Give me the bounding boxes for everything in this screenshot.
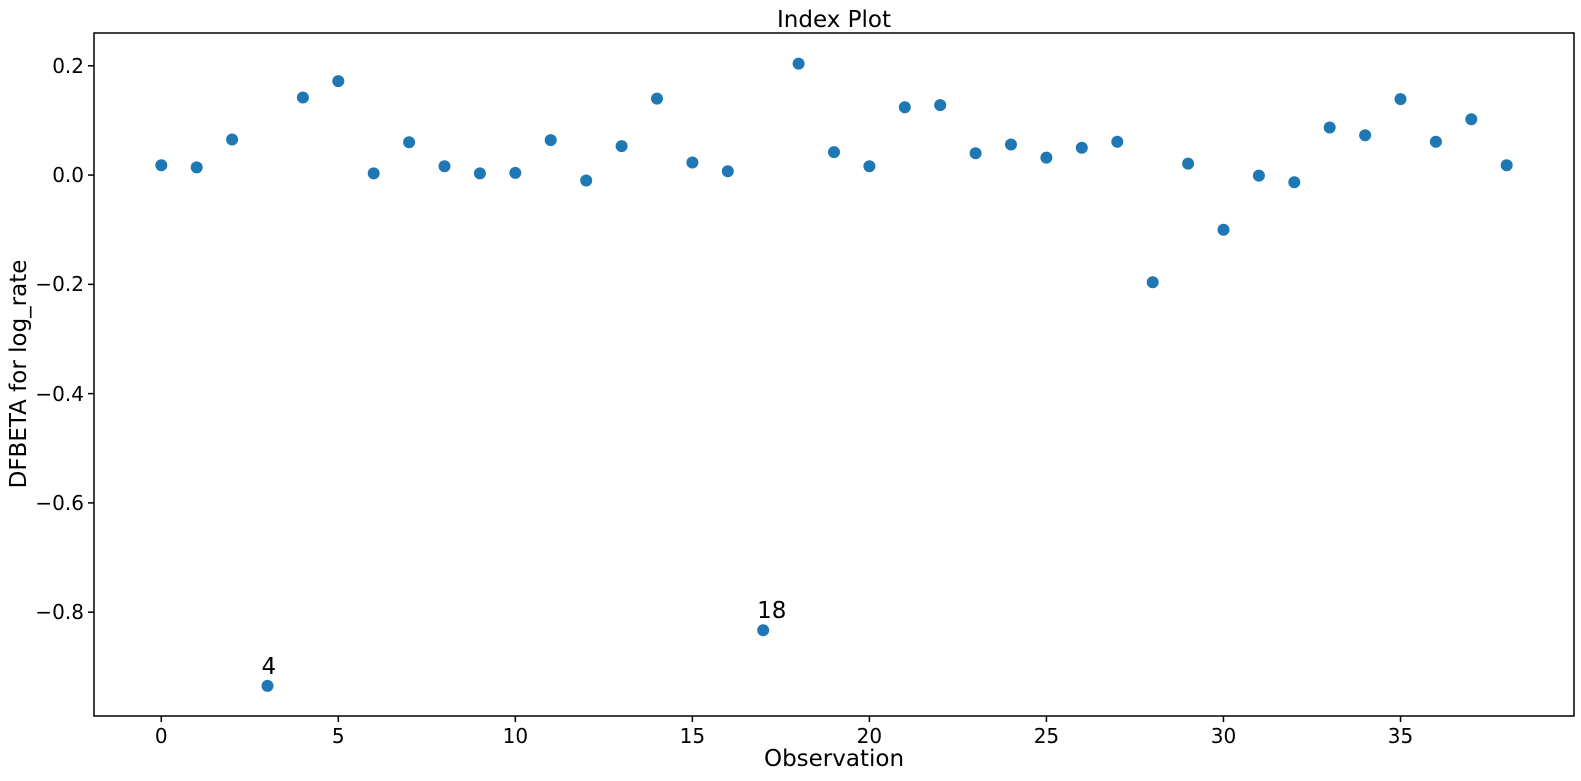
scatter-point bbox=[509, 166, 522, 179]
scatter-point bbox=[367, 167, 380, 180]
y-tick-label: 0.0 bbox=[52, 163, 84, 188]
y-tick-label: 0.2 bbox=[52, 53, 84, 78]
scatter-point bbox=[438, 160, 451, 173]
scatter-point bbox=[1075, 141, 1088, 154]
scatter-point bbox=[898, 101, 911, 114]
scatter-point bbox=[226, 133, 239, 146]
x-axis-label: Observation bbox=[763, 746, 905, 772]
scatter-point bbox=[1323, 121, 1336, 134]
scatter-point bbox=[261, 679, 274, 692]
y-tick-label: −0.4 bbox=[35, 381, 84, 406]
point-label: 18 bbox=[757, 598, 787, 625]
scatter-point bbox=[828, 146, 840, 159]
x-tick-label: 25 bbox=[1033, 724, 1060, 748]
scatter-point bbox=[651, 92, 663, 105]
scatter-point bbox=[1005, 138, 1017, 151]
scatter-point bbox=[544, 134, 557, 147]
scatter-point bbox=[580, 174, 593, 187]
x-tick-label: 10 bbox=[502, 724, 529, 748]
x-tick-label: 5 bbox=[331, 724, 345, 748]
scatter-point bbox=[757, 624, 770, 637]
scatter-point bbox=[863, 160, 876, 173]
scatter-point bbox=[1359, 129, 1372, 142]
scatter-point bbox=[686, 156, 699, 169]
scatter-point bbox=[1500, 159, 1513, 172]
scatter-point bbox=[934, 99, 947, 112]
x-tick-label: 0 bbox=[154, 724, 168, 748]
point-label: 4 bbox=[261, 653, 277, 680]
x-tick-label: 30 bbox=[1210, 724, 1237, 748]
scatter-point bbox=[1288, 176, 1301, 189]
x-tick-label: 15 bbox=[679, 724, 706, 748]
y-tick-label: −0.8 bbox=[35, 600, 84, 625]
scatter-point bbox=[1217, 223, 1230, 236]
scatter-point bbox=[1182, 157, 1195, 170]
plot-border bbox=[93, 32, 1575, 717]
scatter-point bbox=[792, 57, 805, 70]
scatter-point bbox=[1252, 169, 1265, 182]
x-tick-label: 35 bbox=[1387, 724, 1414, 748]
scatter-point bbox=[1111, 135, 1124, 148]
scatter-point bbox=[969, 147, 982, 160]
scatter-point bbox=[1394, 93, 1407, 106]
scatter-point bbox=[473, 167, 486, 180]
scatter-point bbox=[296, 91, 309, 104]
scatter-point bbox=[332, 75, 345, 88]
x-tick-label: 20 bbox=[856, 724, 883, 748]
scatter-point bbox=[190, 161, 203, 174]
scatter-point bbox=[1146, 276, 1159, 289]
scatter-point bbox=[155, 159, 168, 172]
y-tick-label: −0.6 bbox=[35, 490, 84, 515]
y-tick-label: −0.2 bbox=[35, 272, 84, 297]
scatter-point bbox=[721, 165, 734, 178]
scatter-point bbox=[1429, 135, 1442, 148]
scatter-point bbox=[1465, 113, 1478, 126]
scatter-point bbox=[403, 136, 416, 149]
chart-title: Index Plot bbox=[777, 7, 891, 33]
scatter-point bbox=[615, 140, 628, 153]
scatter-point bbox=[1040, 151, 1053, 164]
